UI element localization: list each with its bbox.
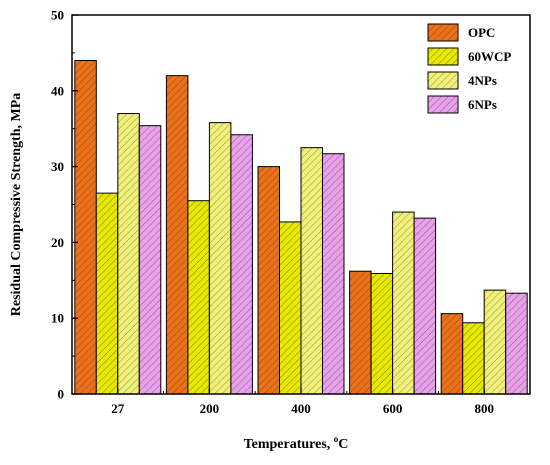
y-tick-label-50: 50 bbox=[51, 8, 64, 23]
bar-6nps-400 bbox=[322, 153, 345, 395]
bar-4nps-400 bbox=[300, 147, 323, 395]
bar-6nps-27 bbox=[138, 125, 162, 395]
bar-opc-27 bbox=[74, 59, 97, 395]
bar-60wcp-800 bbox=[462, 322, 485, 395]
legend-label-6nps: 6NPs bbox=[468, 97, 497, 112]
x-axis-title: Temperatures, oC bbox=[244, 434, 349, 452]
x-tick-label-800: 800 bbox=[474, 401, 494, 416]
x-tick-label-200: 200 bbox=[200, 401, 220, 416]
bar-4nps-800 bbox=[483, 289, 507, 395]
bar-4nps-600 bbox=[392, 211, 415, 395]
bar-4nps-200 bbox=[208, 122, 232, 395]
bar-60wcp-400 bbox=[279, 221, 302, 395]
bar-6nps-800 bbox=[505, 292, 528, 395]
legend-label-60wcp: 60WCP bbox=[468, 49, 511, 64]
legend-swatch-60wcp bbox=[427, 47, 459, 66]
axis-ticks: 0 10 20 30 40 50 27 200 400 600 800 bbox=[51, 8, 494, 417]
y-tick-label-10: 10 bbox=[51, 311, 64, 326]
bar-opc-600 bbox=[349, 270, 372, 395]
bar-6nps-600 bbox=[413, 217, 437, 395]
y-tick-label-40: 40 bbox=[51, 83, 64, 98]
bar-opc-800 bbox=[440, 313, 464, 395]
y-axis-title: Residual Compressive Strength, MPa bbox=[9, 93, 24, 316]
legend-label-4nps: 4NPs bbox=[468, 73, 497, 88]
y-tick-label-30: 30 bbox=[51, 159, 64, 174]
bars-layer bbox=[74, 59, 528, 395]
legend: OPC 60WCP 4NPs 6NPs bbox=[427, 23, 511, 114]
legend-swatch-4nps bbox=[427, 71, 459, 90]
bar-opc-200 bbox=[165, 75, 189, 395]
bar-60wcp-200 bbox=[187, 200, 210, 395]
x-tick-label-400: 400 bbox=[291, 401, 311, 416]
y-tick-label-20: 20 bbox=[51, 235, 64, 250]
bar-opc-400 bbox=[257, 166, 280, 395]
bar-4nps-27 bbox=[117, 113, 140, 395]
y-tick-label-0: 0 bbox=[58, 387, 65, 402]
bar-60wcp-27 bbox=[95, 192, 119, 395]
legend-swatch-opc bbox=[427, 23, 459, 42]
x-tick-label-600: 600 bbox=[383, 401, 403, 416]
bar-6nps-200 bbox=[230, 134, 253, 395]
bar-60wcp-600 bbox=[370, 272, 394, 395]
legend-swatch-6nps bbox=[427, 95, 459, 114]
legend-label-opc: OPC bbox=[468, 25, 495, 40]
x-tick-label-27: 27 bbox=[111, 401, 125, 416]
